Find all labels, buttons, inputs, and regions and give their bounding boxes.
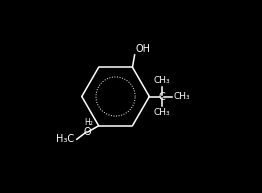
Text: O: O bbox=[84, 127, 92, 137]
Text: C: C bbox=[159, 91, 165, 102]
Text: OH: OH bbox=[135, 44, 150, 54]
Text: H₃C: H₃C bbox=[56, 134, 74, 144]
Text: CH₃: CH₃ bbox=[154, 76, 170, 85]
Text: CH₃: CH₃ bbox=[154, 108, 170, 117]
Text: H₂: H₂ bbox=[84, 118, 93, 127]
Text: CH₃: CH₃ bbox=[173, 92, 190, 101]
